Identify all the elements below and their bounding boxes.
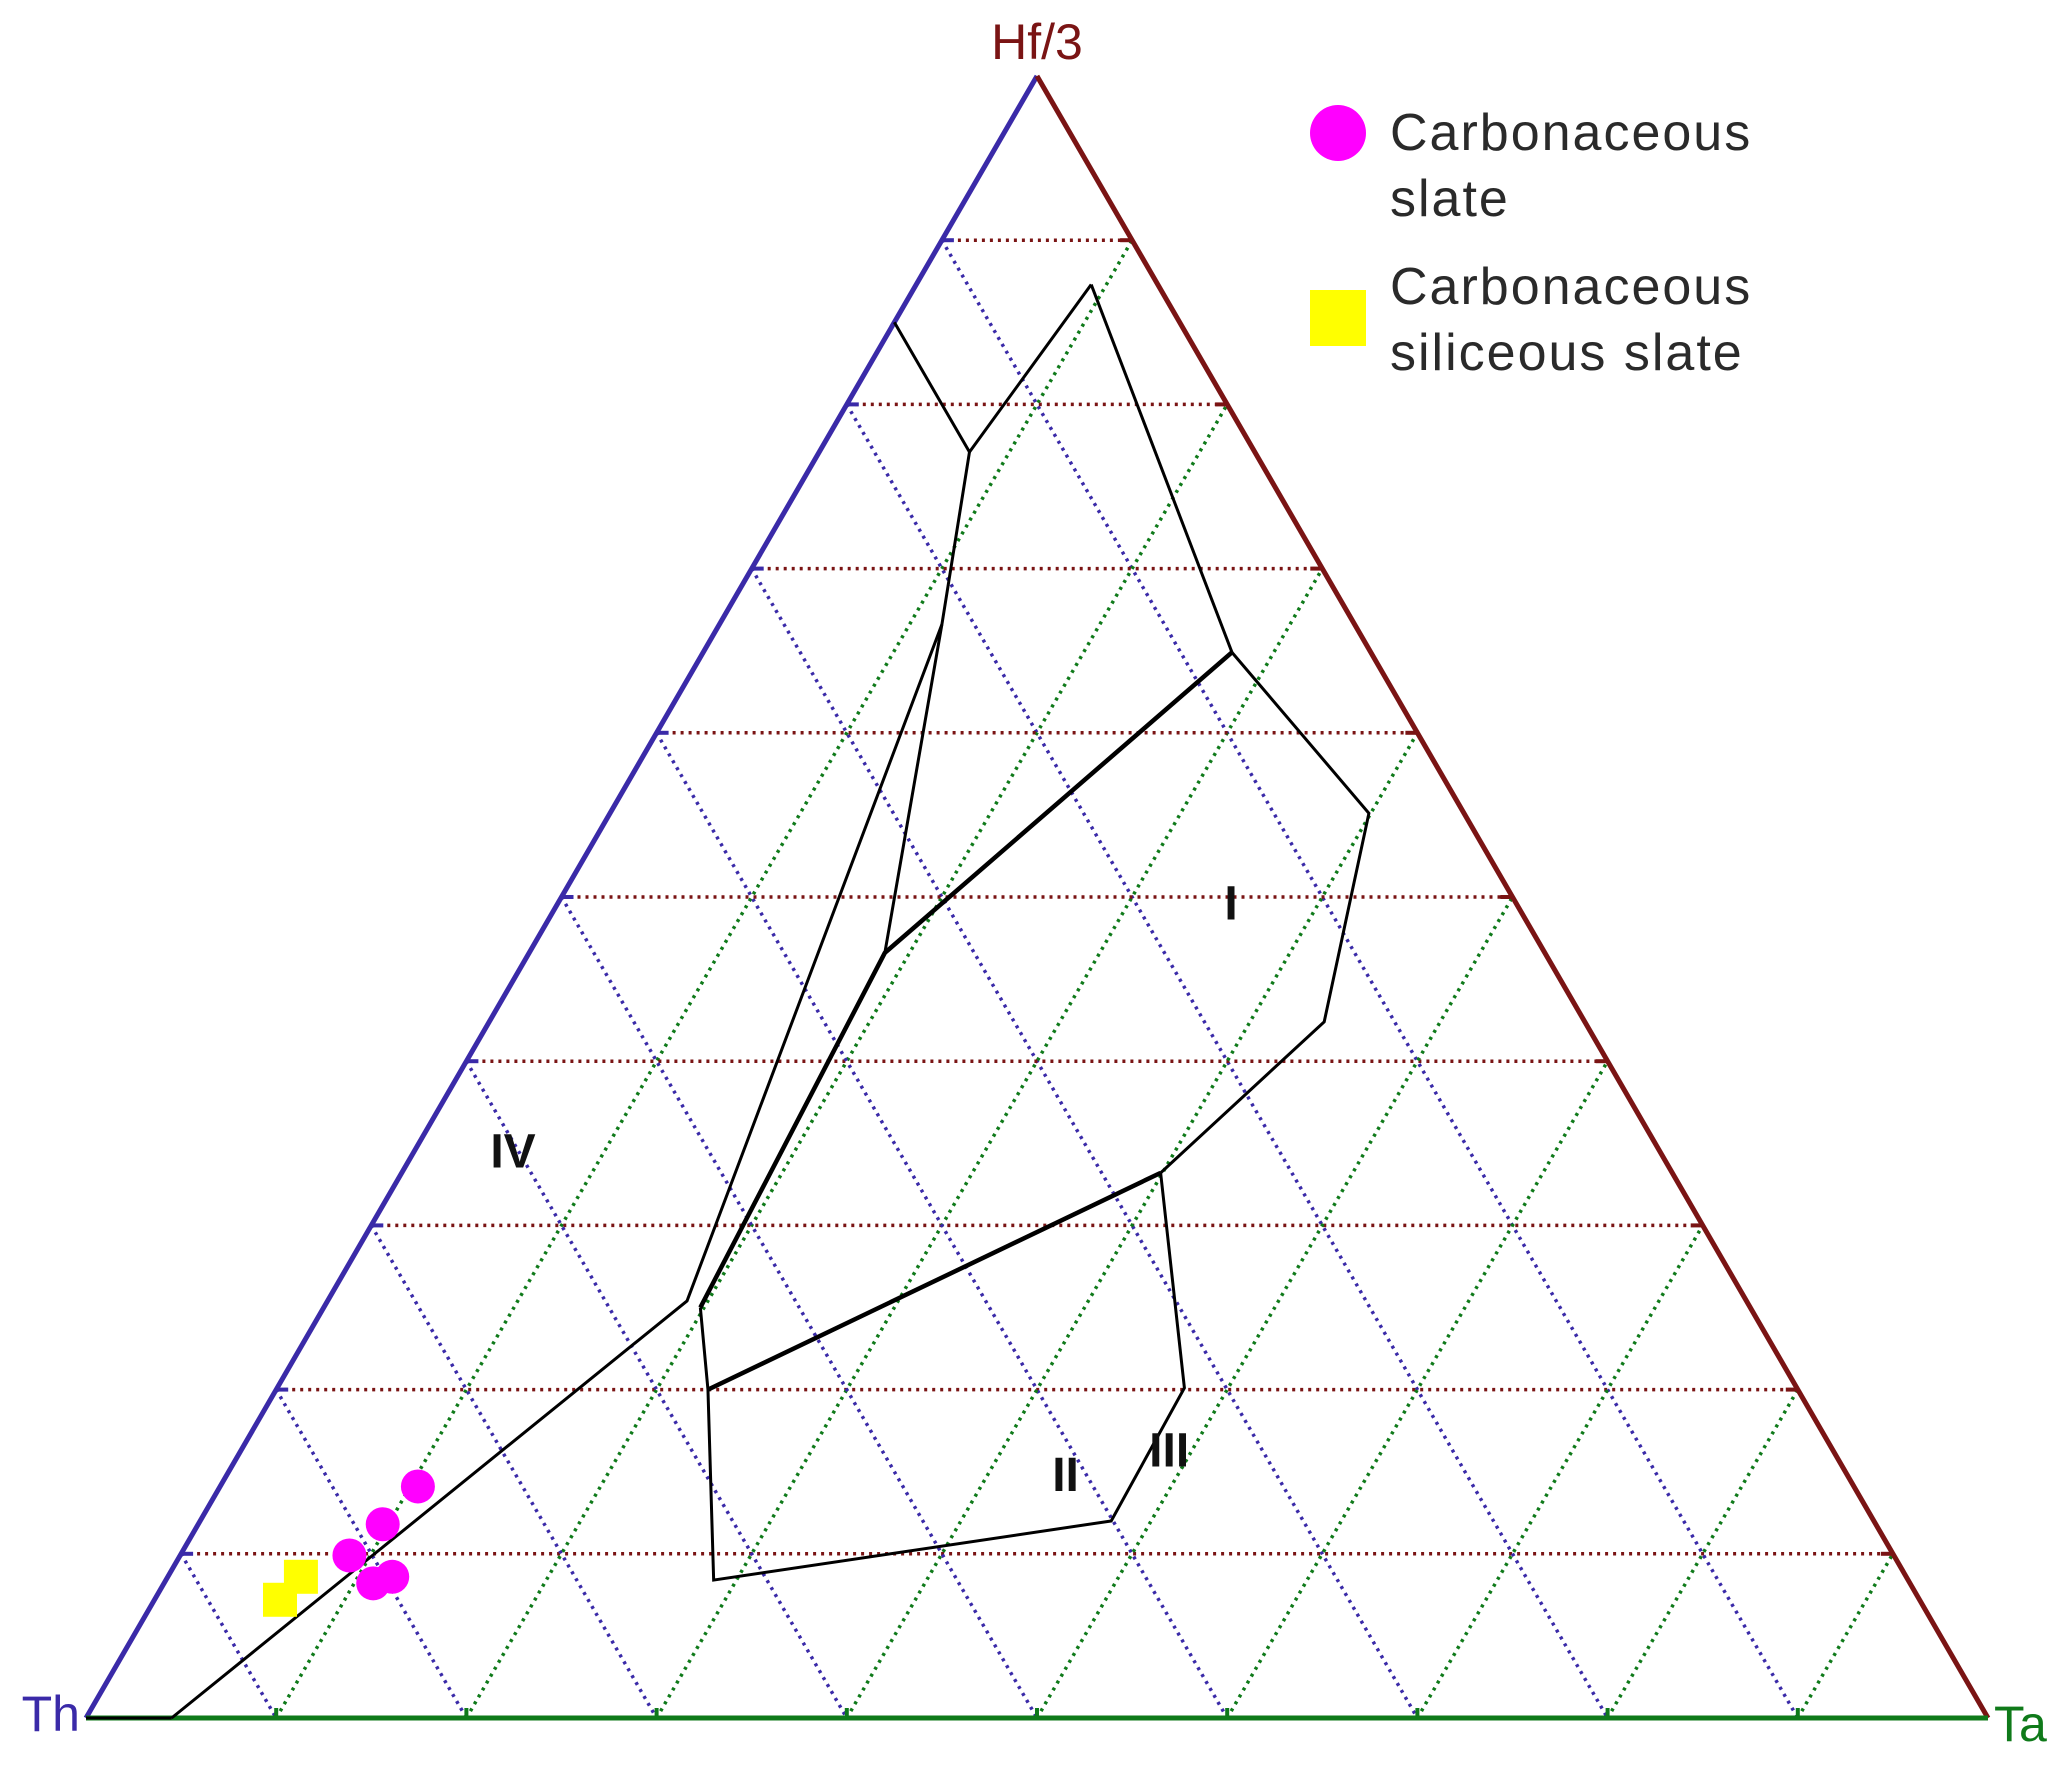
field-boundary xyxy=(698,650,1234,1309)
grid-line xyxy=(655,567,1324,1719)
field-boundary xyxy=(893,283,1093,455)
region-label: II xyxy=(1052,1449,1079,1502)
legend: Carbonaceous slate Carbonaceous siliceous… xyxy=(1310,100,2030,408)
field-boundary xyxy=(706,1170,1162,1392)
grid-line xyxy=(845,731,1419,1719)
grid-line xyxy=(179,1552,278,1719)
grid-line xyxy=(1796,1552,1895,1719)
grid-line xyxy=(1225,1060,1610,1719)
legend-symbol xyxy=(1310,105,1366,161)
apex-label: Ta xyxy=(1994,1696,2047,1752)
grid-line xyxy=(464,1060,849,1719)
legend-label: Carbonaceous slate xyxy=(1390,104,1753,228)
legend-symbol xyxy=(1310,290,1366,346)
legend-label: Carbonaceous siliceous slate xyxy=(1390,258,1753,382)
data-point xyxy=(375,1559,410,1594)
grid-line xyxy=(750,567,1419,1719)
region-label: IV xyxy=(490,1125,535,1178)
apex-label: Hf/3 xyxy=(991,14,1083,70)
field-boundary xyxy=(1089,283,1234,653)
field-boundary xyxy=(883,451,971,954)
grid-line xyxy=(655,731,1229,1719)
grid-line xyxy=(559,896,1039,1719)
grid-line xyxy=(464,403,1229,1719)
legend-entry: Carbonaceous slate xyxy=(1310,100,2030,232)
field-boundary xyxy=(698,1172,1186,1582)
data-point xyxy=(263,1582,298,1617)
grid-line xyxy=(1035,896,1515,1719)
data-point xyxy=(365,1507,400,1542)
grid-line xyxy=(369,1224,659,1719)
legend-entry: Carbonaceous siliceous slate xyxy=(1310,254,2030,386)
region-label: I xyxy=(1224,878,1237,931)
grid-line xyxy=(845,403,1610,1719)
field-boundary xyxy=(170,623,944,1720)
data-point xyxy=(400,1469,435,1504)
region-label: III xyxy=(1149,1424,1189,1477)
field-boundary xyxy=(1159,651,1371,1174)
grid-line xyxy=(1415,1224,1705,1719)
apex-label: Th xyxy=(22,1686,80,1742)
data-point xyxy=(332,1538,367,1573)
